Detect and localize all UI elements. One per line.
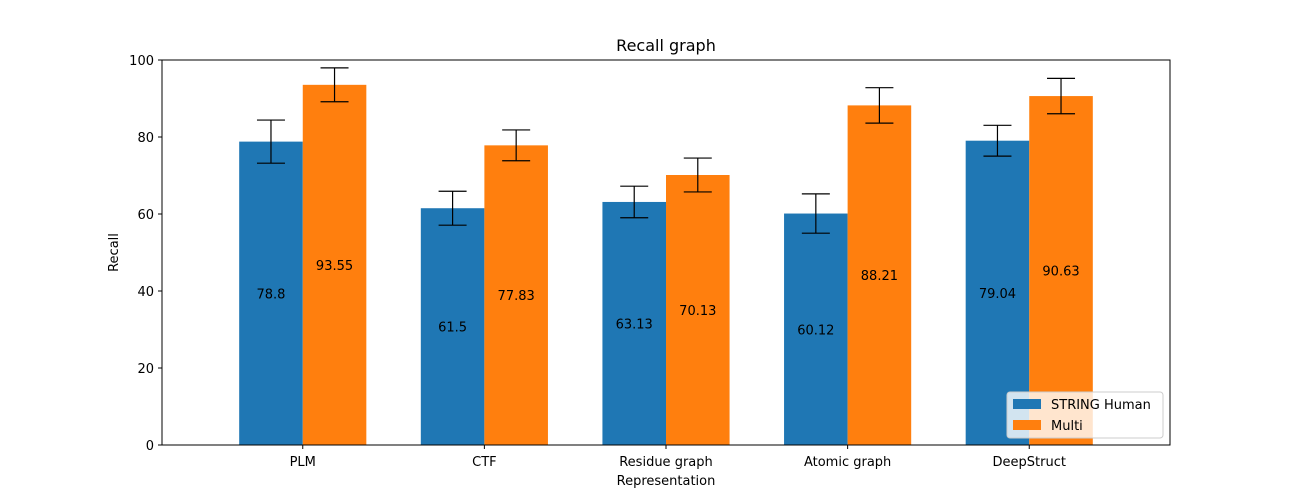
legend-swatch [1013, 399, 1041, 409]
y-tick-label: 0 [146, 439, 154, 454]
y-axis-title: Recall [107, 233, 122, 272]
legend-frame [1006, 391, 1164, 439]
bar [784, 213, 848, 445]
y-axis: 0 20 40 60 80 100 [129, 54, 162, 454]
y-tick-label: 20 [137, 362, 154, 377]
bar [666, 175, 730, 445]
data-labels-layer: 78.8 61.5 63.13 60.12 79.04 93.55 77.83 70.13 88… [256, 259, 1079, 338]
y-tick-label: 40 [137, 285, 154, 300]
legend-label: Multi [1051, 419, 1083, 434]
bar [847, 105, 912, 445]
legend-label: STRING Human [1051, 398, 1151, 413]
data-label: 88.21 [861, 269, 898, 284]
data-label: 61.5 [438, 321, 467, 336]
data-label: 60.12 [797, 323, 834, 338]
bars-layer [239, 84, 1093, 445]
data-label: 63.13 [616, 317, 653, 332]
x-tick-label: DeepStruct [993, 455, 1066, 470]
data-label: 79.04 [979, 287, 1016, 302]
bar [484, 145, 548, 445]
chart-title: Recall graph [616, 36, 716, 55]
legend: STRING Human Multi [1006, 391, 1164, 439]
y-tick-label: 100 [129, 54, 154, 69]
x-axis-title: Representation [617, 474, 716, 489]
data-label: 90.63 [1042, 265, 1079, 280]
x-tick-label: PLM [290, 455, 316, 470]
data-label: 77.83 [498, 289, 535, 304]
x-tick-label: Residue graph [619, 455, 713, 470]
bar [602, 201, 666, 445]
bar [1029, 96, 1093, 445]
x-tick-label: Atomic graph [804, 455, 891, 470]
bar [239, 141, 303, 445]
data-label: 70.13 [679, 304, 716, 319]
y-tick-label: 60 [137, 208, 154, 223]
x-tick-label: CTF [472, 455, 497, 470]
legend-swatch [1013, 420, 1041, 430]
data-label: 78.8 [256, 287, 285, 302]
data-label: 93.55 [316, 259, 353, 274]
y-tick-label: 80 [137, 131, 154, 146]
bar [302, 84, 367, 445]
bar [420, 208, 485, 445]
error-bars-layer [256, 67, 1076, 234]
x-axis: PLM CTF Residue graph Atomic graph DeepStruc… [290, 445, 1066, 470]
